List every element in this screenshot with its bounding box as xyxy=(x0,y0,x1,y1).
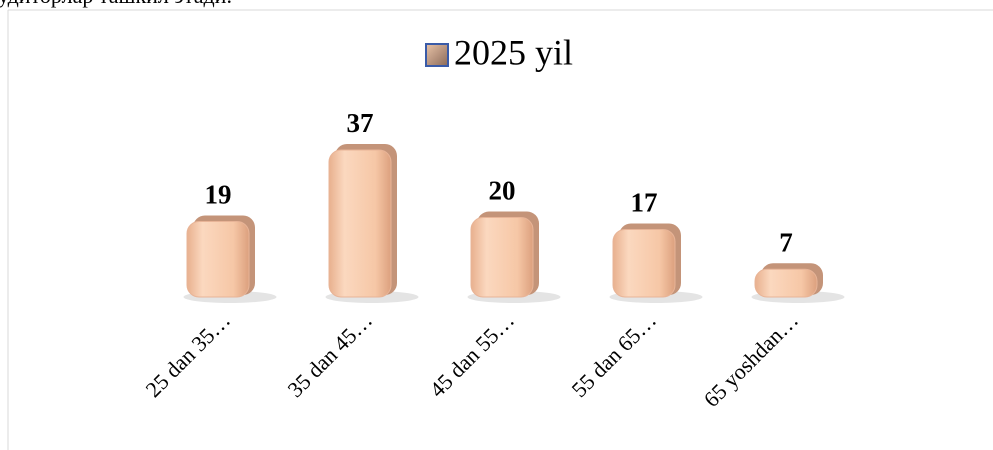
data-label: 20 xyxy=(489,176,516,206)
x-tick-label: 25 dan 35… xyxy=(141,307,236,402)
x-tick-label: 45 dan 55… xyxy=(425,307,520,402)
bar xyxy=(186,221,250,298)
legend-swatch xyxy=(425,43,449,67)
data-label: 19 xyxy=(205,180,232,210)
x-tick-label: 35 dan 45… xyxy=(283,307,378,402)
bar xyxy=(470,217,534,298)
top-text: удиторлар ташкил этади. xyxy=(0,0,232,8)
x-tick-label: 55 dan 65… xyxy=(567,307,662,402)
data-label: 7 xyxy=(779,227,793,257)
data-label: 37 xyxy=(347,108,374,138)
x-tick-label: 65 yoshdan… xyxy=(699,307,804,412)
data-label: 17 xyxy=(631,188,658,218)
bar xyxy=(612,228,676,298)
bar xyxy=(754,268,818,298)
bar xyxy=(328,149,392,298)
legend-label: 2025 yil xyxy=(454,32,573,72)
